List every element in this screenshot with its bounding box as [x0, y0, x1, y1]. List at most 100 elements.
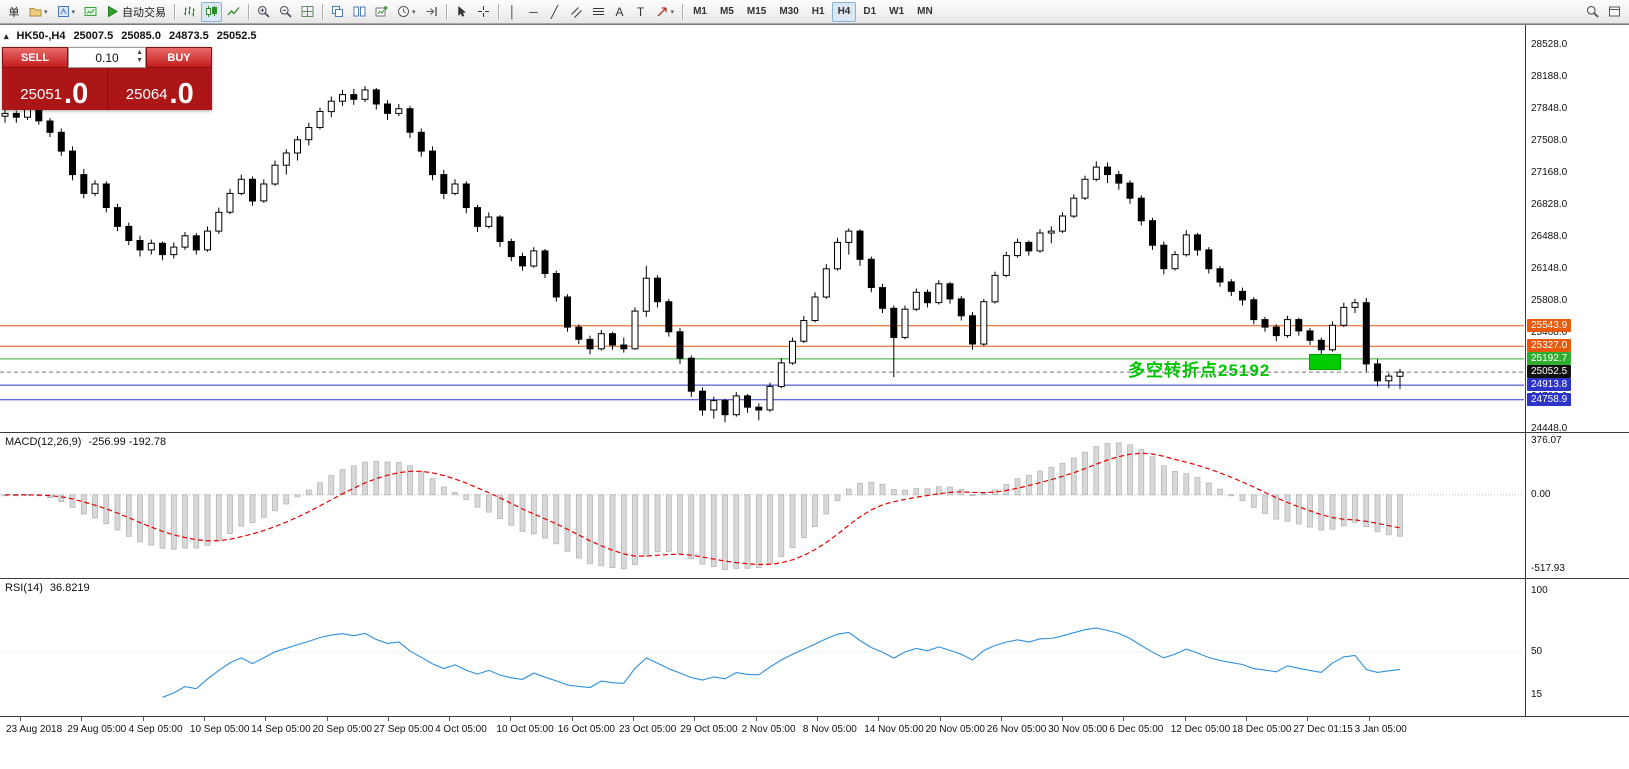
sell-price[interactable]: 25051 .0	[2, 68, 108, 110]
vertical-line-button[interactable]: │	[503, 2, 523, 22]
macd-label-row: MACD(12,26,9) -256.99 -192.78	[5, 436, 166, 448]
sell-price-fraction: .0	[64, 77, 89, 110]
price-axis[interactable]: 28528.0 28188.0 27848.0 27508.0 27168.0 26828…	[1525, 25, 1629, 434]
volume-down-button[interactable]: ▼	[136, 57, 143, 64]
zoom-in-button[interactable]	[253, 2, 274, 22]
ohlc-high: 25085.0	[121, 30, 161, 42]
rsi-label-row: RSI(14) 36.8219	[5, 582, 90, 594]
horizontal-line-button[interactable]: ─	[524, 2, 544, 22]
time-label: 4 Sep 05:00	[128, 724, 183, 735]
tf-d1-label: D1	[863, 6, 877, 17]
volume-spinner[interactable]: 0.10 ▲ ▼	[68, 47, 146, 68]
time-axis[interactable]: 23 Aug 2018 29 Aug 05:00 4 Sep 05:00 10 Sep…	[0, 717, 1629, 769]
navigator-button[interactable]: ▾	[53, 2, 80, 22]
rsi-panel: RSI(14) 36.8219 100 50 15	[0, 579, 1629, 717]
sell-button[interactable]: SELL	[2, 47, 68, 68]
label-button[interactable]: T	[631, 2, 651, 22]
time-label: 4 Oct 05:00	[435, 724, 487, 735]
oct-collapse-arrow[interactable]: ▴	[4, 30, 9, 41]
arrows-icon	[656, 5, 669, 18]
tf-m30-button[interactable]: M30	[773, 2, 804, 22]
new-chart-button[interactable]	[371, 2, 392, 22]
tf-m5-button[interactable]: M5	[714, 2, 740, 22]
time-label: 14 Nov 05:00	[864, 724, 924, 735]
volume-up-button[interactable]: ▲	[136, 49, 143, 56]
bars-mode-button[interactable]	[179, 2, 200, 22]
time-label: 8 Nov 05:00	[802, 724, 857, 735]
terminal-button[interactable]	[80, 2, 101, 22]
crosshair-button[interactable]	[473, 2, 494, 22]
macd-indicator-label: MACD(12,26,9)	[5, 436, 82, 448]
macd-axis[interactable]: 376.07 0.00 -517.93	[1525, 433, 1629, 578]
macd-panel: MACD(12,26,9) -256.99 -192.78 376.07 0.00…	[0, 433, 1629, 579]
time-label: 2 Nov 05:00	[741, 724, 796, 735]
periods-button[interactable]: ▾	[393, 2, 420, 22]
search-button[interactable]	[1582, 2, 1603, 22]
tf-m15-label: M15	[746, 6, 767, 17]
rsi-tick: 50	[1531, 646, 1543, 657]
time-tick	[633, 717, 634, 721]
macd-chart	[0, 442, 1524, 570]
time-label: 10 Sep 05:00	[189, 724, 250, 735]
fibo-icon	[592, 5, 605, 18]
zoom-out-button[interactable]	[275, 2, 296, 22]
autotrading-button[interactable]: 自动交易	[102, 2, 170, 22]
shift-icon	[425, 5, 438, 18]
time-label: 3 Jan 05:00	[1354, 724, 1407, 735]
dropdown-caret-icon: ▾	[44, 8, 48, 16]
time-tick	[755, 717, 757, 721]
tile-windows-button[interactable]	[297, 2, 318, 22]
text-button[interactable]: A	[610, 2, 630, 22]
search-icon	[1586, 5, 1599, 18]
tf-w1-button[interactable]: W1	[883, 2, 910, 22]
buy-button[interactable]: BUY	[146, 47, 212, 68]
time-tick	[1246, 717, 1247, 721]
time-label: 27 Sep 05:00	[373, 724, 434, 735]
macd-tick: -517.93	[1531, 563, 1565, 574]
zoom-in-icon	[257, 5, 270, 18]
candlestick-chart	[0, 86, 1524, 423]
fibonacci-button[interactable]	[588, 2, 609, 22]
time-label: 16 Oct 05:00	[557, 724, 615, 735]
channel-button[interactable]	[566, 2, 587, 22]
profiles-button[interactable]: ▾	[25, 2, 52, 22]
arrange-tile-button[interactable]	[349, 2, 370, 22]
windows-button[interactable]	[1604, 2, 1625, 22]
time-label: 18 Dec 05:00	[1232, 724, 1292, 735]
tf-h4-button[interactable]: H4	[831, 1, 857, 22]
buy-price[interactable]: 25064 .0	[107, 68, 212, 110]
time-label: 10 Oct 05:00	[496, 724, 554, 735]
candles-mode-button[interactable]	[201, 1, 223, 22]
tf-mn-button[interactable]: MN	[911, 2, 939, 22]
bars-icon	[183, 5, 196, 18]
time-label: 20 Sep 05:00	[312, 724, 373, 735]
time-label: 29 Aug 05:00	[67, 724, 127, 735]
cursor-button[interactable]	[451, 2, 472, 22]
volume-value: 0.10	[95, 50, 119, 65]
time-label: 27 Dec 01:15	[1293, 724, 1353, 735]
rsi-tick: 15	[1531, 688, 1543, 700]
time-label: 23 Oct 05:00	[619, 724, 677, 735]
chart-shift-button[interactable]	[421, 2, 442, 22]
arrows-button[interactable]: ▾	[652, 2, 679, 22]
line-mode-button[interactable]	[223, 2, 244, 22]
symbol-period-label: HK50-,H4	[16, 30, 66, 42]
new-order-button[interactable]: 单	[4, 2, 24, 22]
toolbar-separator	[445, 3, 447, 20]
time-label: 14 Sep 05:00	[251, 724, 311, 735]
tf-m15-button[interactable]: M15	[741, 2, 772, 22]
trendline-button[interactable]: ╱	[545, 2, 565, 22]
autotrading-label: 自动交易	[122, 6, 167, 19]
zoom-out-icon	[279, 5, 292, 18]
price-tick: 28188.0	[1531, 70, 1568, 82]
tf-m1-button[interactable]: M1	[687, 2, 713, 22]
arrange-cascade-button[interactable]	[327, 2, 348, 22]
window-icon	[1608, 5, 1621, 18]
time-tick	[20, 717, 21, 721]
rsi-axis[interactable]: 100 50 15	[1525, 579, 1629, 716]
tf-h1-button[interactable]: H1	[806, 2, 831, 22]
tf-d1-button[interactable]: D1	[857, 2, 882, 22]
time-tick	[142, 717, 144, 721]
price-tick: 28528.0	[1531, 38, 1568, 50]
symbol-ohlc-row: ▴ HK50-,H4 25007.5 25085.0 24873.5 25052…	[4, 30, 257, 42]
